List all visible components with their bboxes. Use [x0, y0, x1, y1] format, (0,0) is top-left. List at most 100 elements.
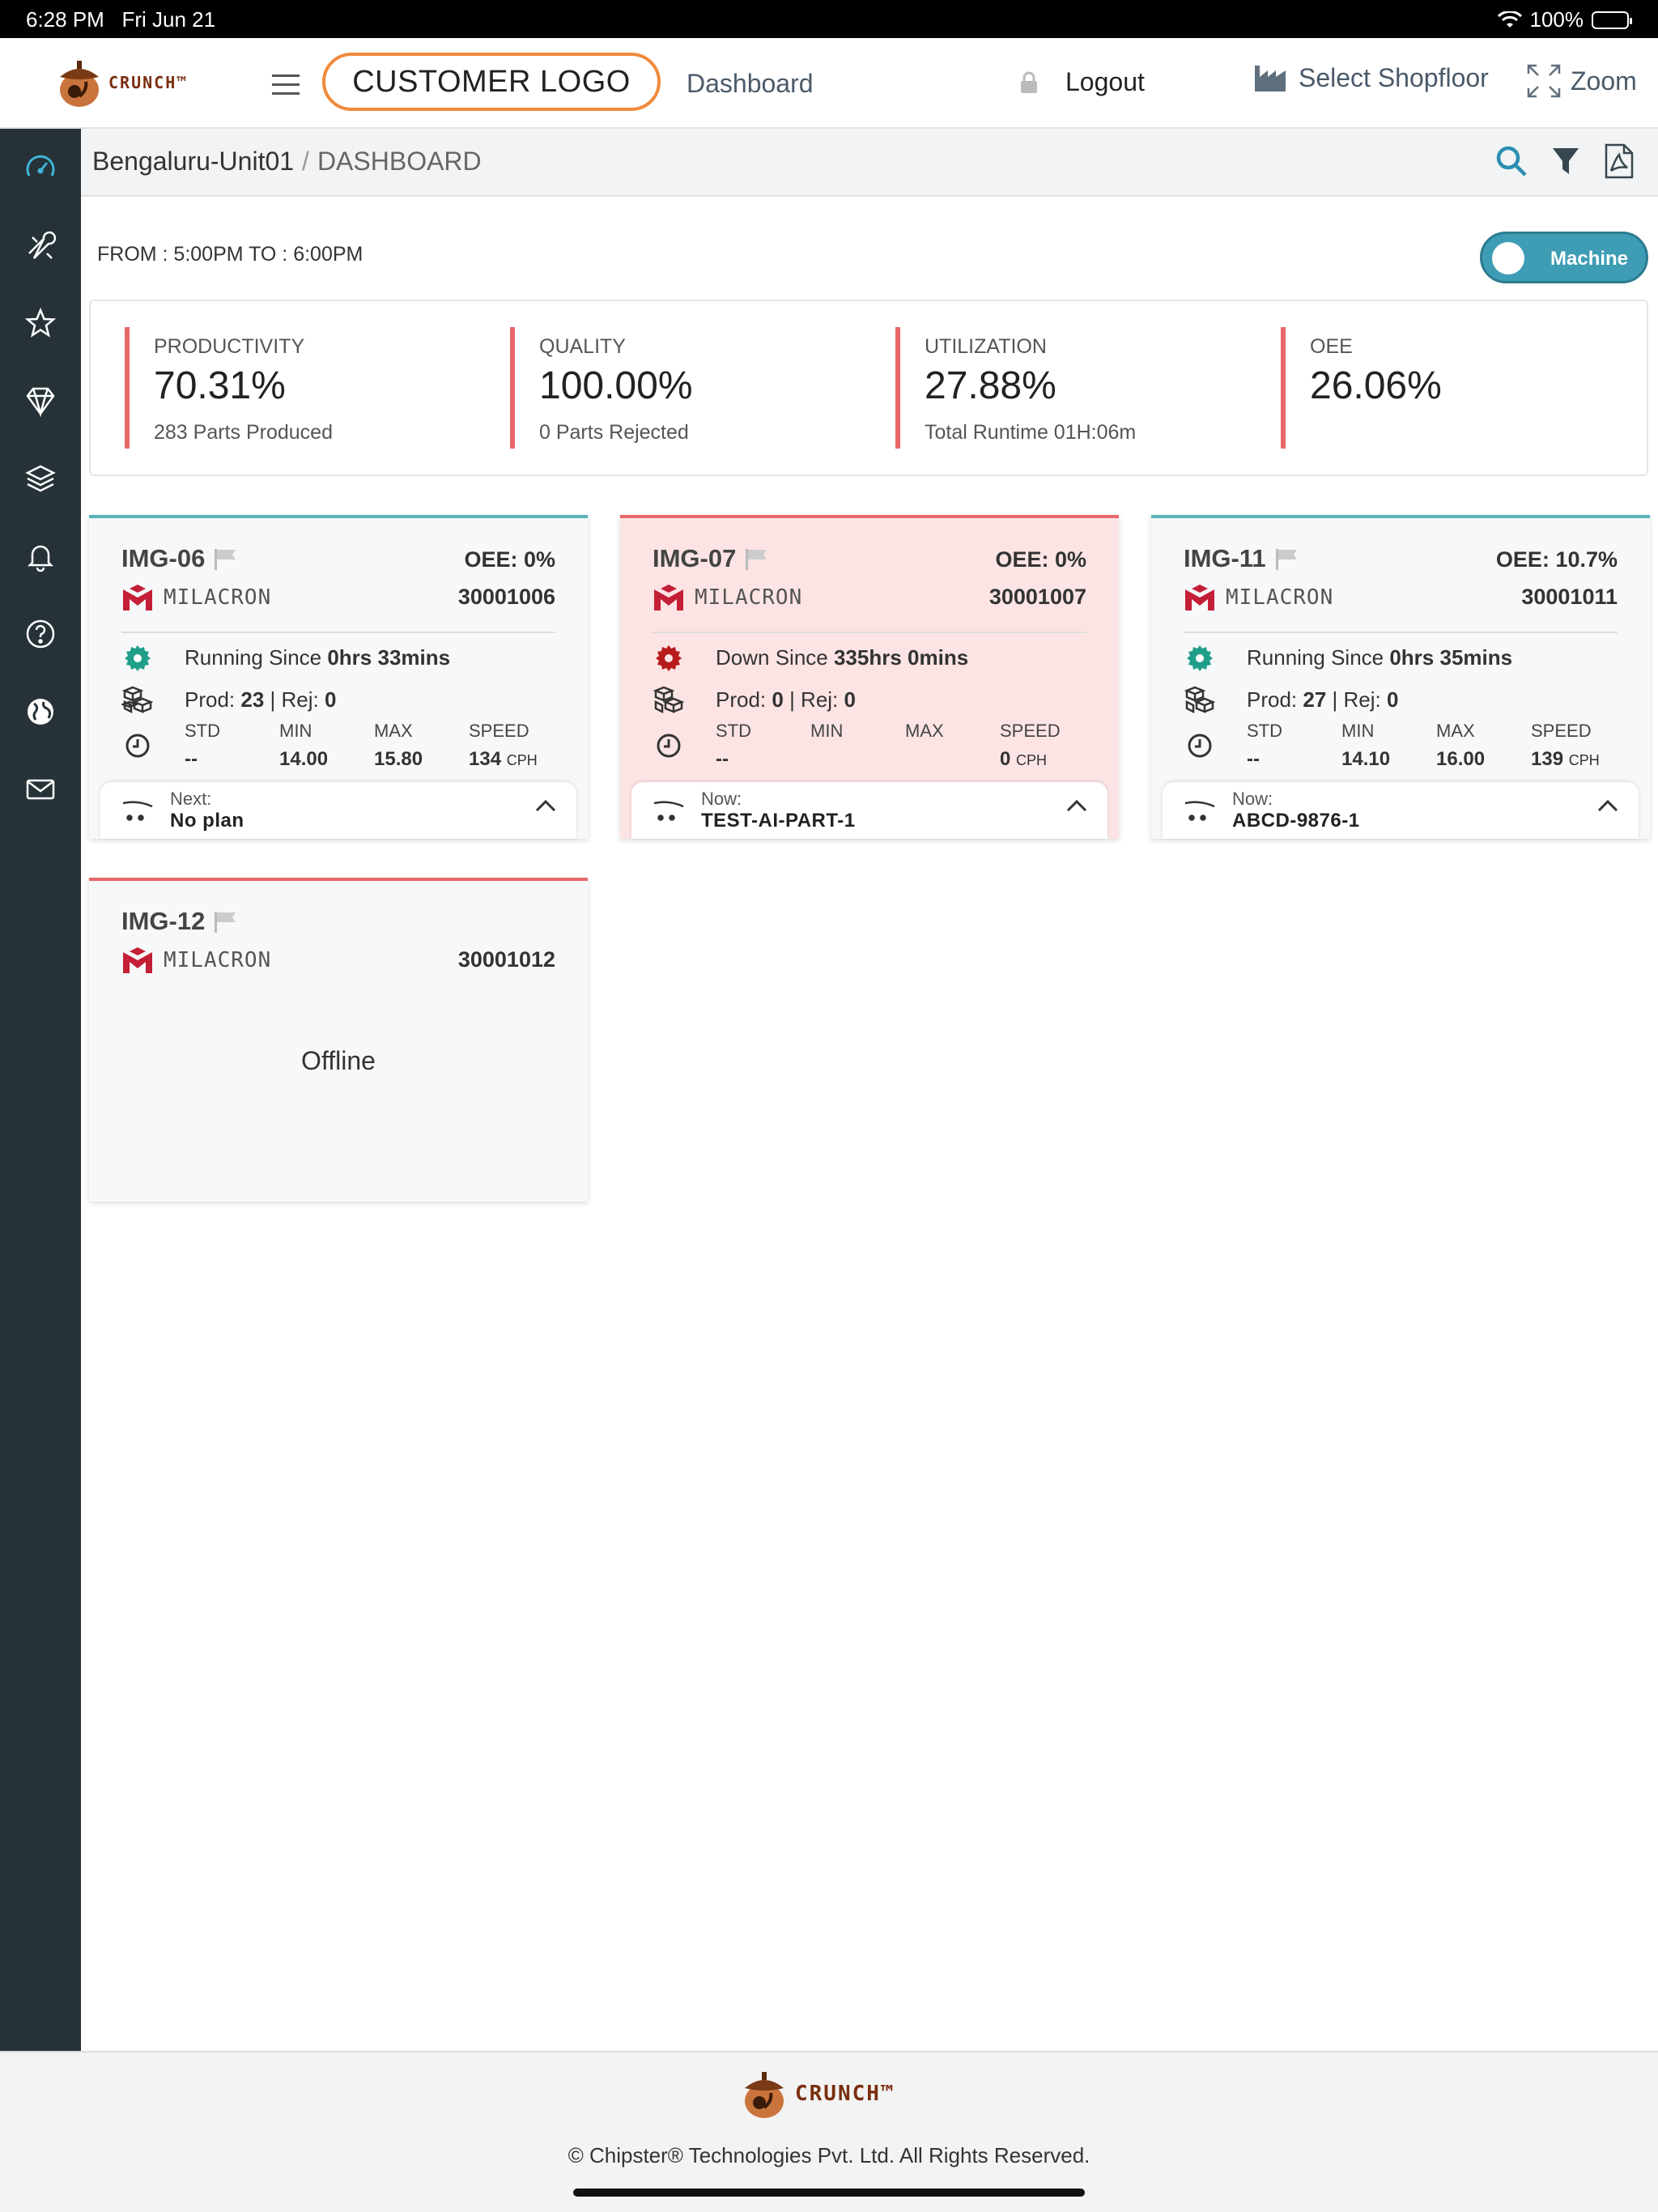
- chevron-up-icon[interactable]: [1065, 798, 1088, 813]
- breadcrumb-location[interactable]: Bengaluru-Unit01: [92, 147, 295, 176]
- sidebar-item-mail[interactable]: [0, 751, 81, 828]
- machine-code: 30001006: [457, 585, 555, 609]
- conveyor-icon: [122, 801, 153, 821]
- search-icon[interactable]: [1494, 144, 1528, 178]
- breadcrumb-separator: /: [302, 147, 309, 176]
- milacron-logo-icon: [123, 585, 152, 610]
- machine-card-img-12[interactable]: IMG-12 MILACRON 30001012 Offline: [89, 878, 588, 1202]
- zoom-button[interactable]: Zoom: [1527, 64, 1637, 98]
- globe-icon: [28, 699, 53, 725]
- plan-panel[interactable]: Now: ABCD-9876-1: [1163, 782, 1639, 839]
- machine-card-img-07[interactable]: IMG-07 OEE: 0% MILACRON 30001007 Down Si…: [620, 515, 1119, 839]
- machine-toggle[interactable]: Machine: [1480, 232, 1648, 283]
- machine-oee: OEE: 10.7%: [1495, 547, 1618, 572]
- sidebar-item-alerts[interactable]: [0, 517, 81, 595]
- help-icon: [26, 619, 55, 649]
- machine-oee: OEE: 0%: [464, 547, 555, 572]
- crunch-logo[interactable]: CRUNCH™: [55, 57, 188, 108]
- filter-icon[interactable]: [1551, 145, 1580, 177]
- logout-button[interactable]: Logout: [1020, 67, 1145, 97]
- kpi-utilization: UTILIZATION 27.88% Total Runtime 01H:06m: [895, 327, 1136, 449]
- conveyor-icon: [653, 801, 684, 821]
- acorn-logo-icon: [60, 61, 99, 107]
- wifi-icon: [1497, 11, 1522, 28]
- conveyor-icon: [1184, 801, 1215, 821]
- clock-icon: [125, 734, 150, 758]
- machine-name: IMG-06: [121, 544, 206, 572]
- sidebar-item-layers[interactable]: [0, 440, 81, 517]
- machine-name: IMG-11: [1184, 544, 1266, 572]
- menu-toggle-button[interactable]: [272, 62, 300, 106]
- flag-icon[interactable]: [213, 910, 237, 933]
- machine-status: Running Since 0hrs 33mins: [185, 644, 451, 670]
- acorn-logo-icon: [745, 2072, 784, 2118]
- plan-value: ABCD-9876-1: [1232, 810, 1360, 832]
- breadcrumb: Bengaluru-Unit01/ DASHBOARD: [92, 147, 482, 177]
- sidebar: [0, 129, 81, 2051]
- speedometer-icon: [26, 155, 55, 177]
- home-indicator[interactable]: [573, 2189, 1085, 2197]
- diamond-icon: [26, 387, 55, 417]
- clock-icon: [1188, 734, 1212, 758]
- gear-icon: [1187, 645, 1213, 671]
- machine-brand: MILACRON: [1226, 585, 1334, 610]
- kpi-quality: QUALITY 100.00% 0 Parts Rejected: [510, 327, 693, 449]
- sidebar-item-dashboard[interactable]: [0, 129, 81, 206]
- plan-panel[interactable]: Next: No plan: [100, 782, 576, 839]
- sidebar-item-globe[interactable]: [0, 673, 81, 751]
- breadcrumb-bar: Bengaluru-Unit01/ DASHBOARD: [81, 129, 1658, 197]
- breadcrumb-current: DASHBOARD: [317, 147, 482, 176]
- plan-label: Now:: [701, 789, 742, 809]
- sidebar-item-quality[interactable]: [0, 362, 81, 440]
- machine-code: 30001012: [457, 947, 555, 972]
- plan-panel[interactable]: Now: TEST-AI-PART-1: [631, 782, 1107, 839]
- kpi-oee: OEE 26.06%: [1281, 327, 1442, 449]
- machine-prod: Prod: 0 | Rej: 0: [716, 687, 856, 712]
- toggle-knob: [1492, 242, 1524, 274]
- flag-icon[interactable]: [213, 547, 237, 570]
- flag-icon[interactable]: [1274, 547, 1299, 570]
- pdf-icon[interactable]: [1603, 143, 1634, 179]
- flag-icon[interactable]: [744, 547, 768, 570]
- star-icon: [24, 307, 57, 338]
- card-divider: [121, 632, 555, 633]
- machine-status: Down Since 335hrs 0mins: [716, 644, 969, 670]
- machine-prod: Prod: 27 | Rej: 0: [1247, 687, 1399, 712]
- gear-icon: [656, 645, 682, 671]
- factory-icon: [1255, 66, 1286, 91]
- bell-icon: [27, 545, 54, 572]
- machine-brand: MILACRON: [164, 585, 272, 610]
- mail-icon: [26, 779, 55, 800]
- nav-dashboard[interactable]: Dashboard: [687, 69, 814, 98]
- sidebar-item-help[interactable]: [0, 595, 81, 673]
- chevron-up-icon[interactable]: [1596, 798, 1619, 813]
- tools-icon: [28, 231, 57, 259]
- select-shopfloor-button[interactable]: Select Shopfloor: [1253, 62, 1489, 93]
- select-shopfloor-label: Select Shopfloor: [1299, 62, 1489, 92]
- plan-value: No plan: [170, 810, 244, 832]
- machine-card-img-06[interactable]: IMG-06 OEE: 0% MILACRON 30001006 Running…: [89, 515, 588, 839]
- zoom-label: Zoom: [1571, 66, 1637, 96]
- machine-code: 30001011: [1521, 585, 1618, 609]
- machine-name: IMG-07: [653, 544, 737, 572]
- milacron-logo-icon: [654, 585, 683, 610]
- sidebar-item-favorites[interactable]: [0, 284, 81, 362]
- boxes-icon: [653, 686, 685, 713]
- toggle-label: Machine: [1550, 248, 1629, 270]
- footer-logo: CRUNCH™: [740, 2069, 895, 2119]
- machine-prod: Prod: 23 | Rej: 0: [185, 687, 337, 712]
- sidebar-item-tools[interactable]: [0, 206, 81, 284]
- machine-status: Running Since 0hrs 35mins: [1247, 644, 1513, 670]
- boxes-icon: [1184, 686, 1216, 713]
- logout-label: Logout: [1065, 67, 1145, 96]
- machine-card-img-11[interactable]: IMG-11 OEE: 10.7% MILACRON 30001011 Runn…: [1151, 515, 1650, 839]
- machine-brand: MILACRON: [695, 585, 803, 610]
- plan-label: Next:: [170, 789, 212, 809]
- plan-value: TEST-AI-PART-1: [701, 810, 856, 832]
- kpi-productivity: PRODUCTIVITY 70.31% 283 Parts Produced: [125, 327, 333, 449]
- card-divider: [1184, 632, 1618, 633]
- boxes-icon: [121, 686, 154, 713]
- offline-status: Offline: [301, 1046, 376, 1075]
- chevron-up-icon[interactable]: [534, 798, 557, 813]
- machine-brand: MILACRON: [164, 948, 272, 972]
